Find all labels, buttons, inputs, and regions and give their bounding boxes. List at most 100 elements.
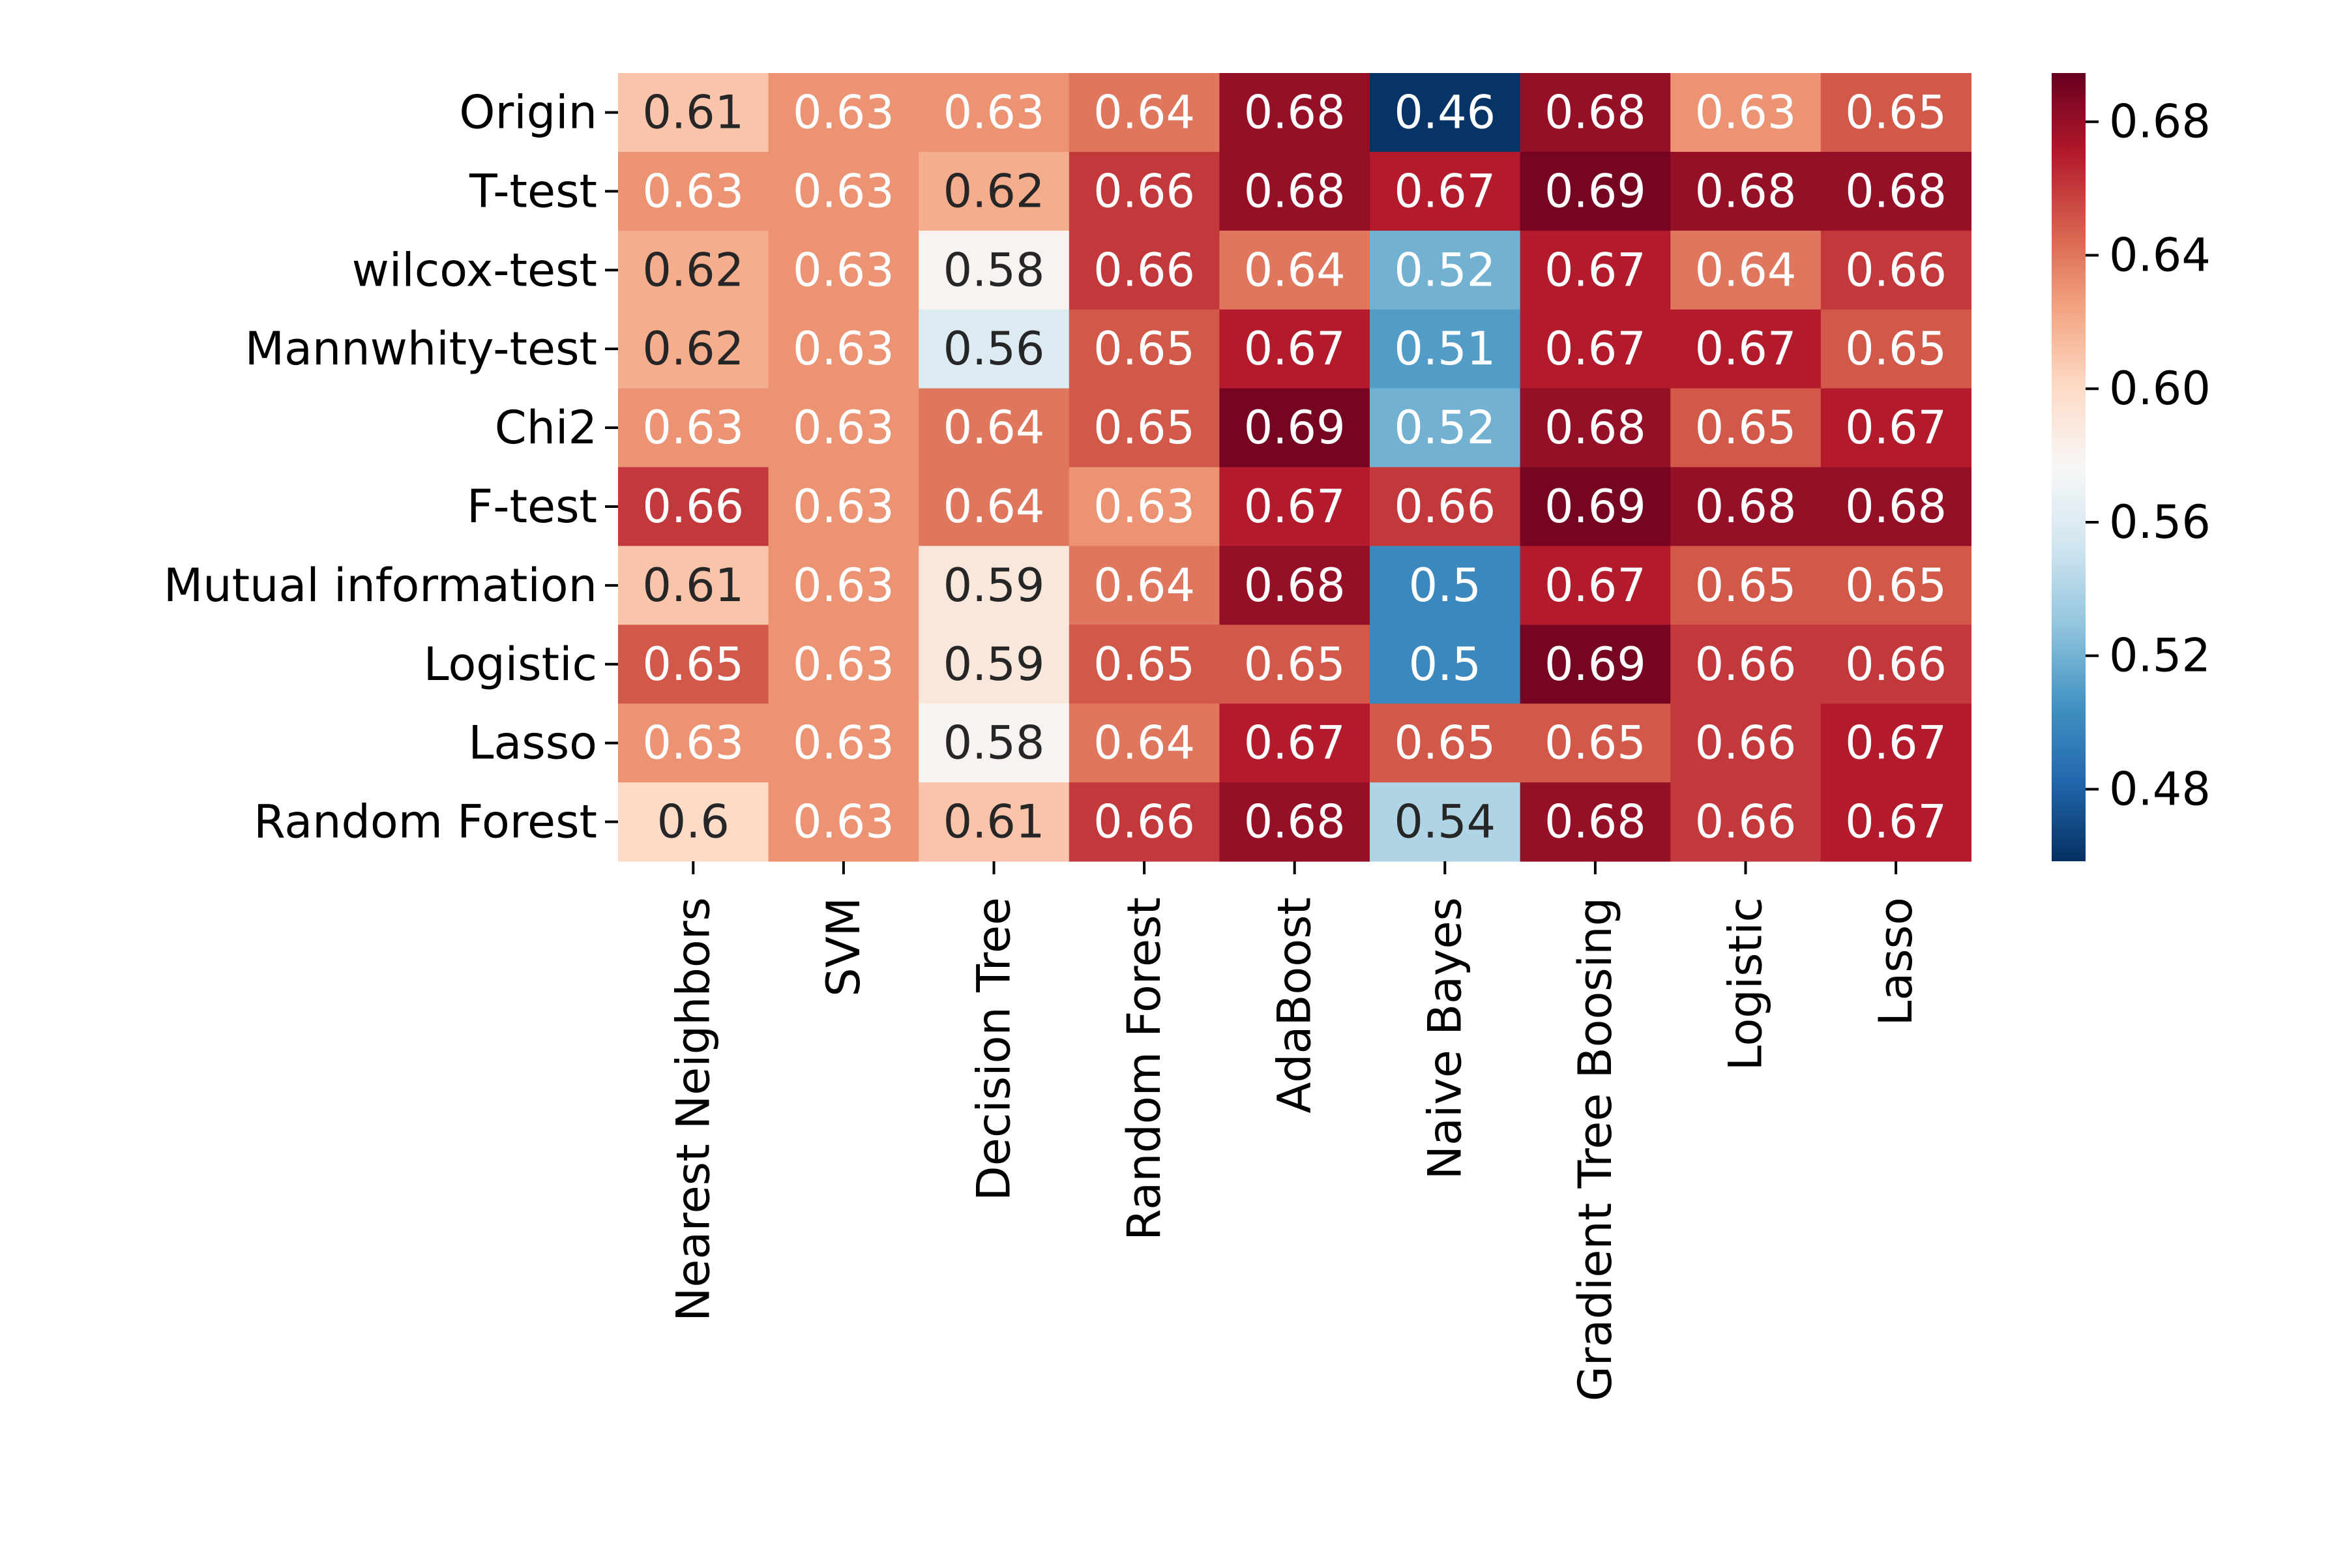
heatmap-cell <box>1520 73 1671 153</box>
cell-value-label: 0.63 <box>1695 85 1797 139</box>
heatmap-cell <box>919 309 1070 389</box>
cell-value-label: 0.52 <box>1394 243 1496 297</box>
heatmap-cell <box>1219 73 1370 153</box>
cell-value-label: 0.65 <box>1093 638 1195 691</box>
cell-value-label: 0.63 <box>793 401 894 454</box>
row-tick-label: Origin <box>459 85 597 139</box>
cell-value-label: 0.67 <box>1845 795 1947 849</box>
cell-value-label: 0.51 <box>1394 322 1496 376</box>
cell-value-label: 0.66 <box>1695 795 1797 849</box>
heatmap-cell <box>1370 782 1521 862</box>
cell-value-label: 0.5 <box>1409 559 1481 612</box>
heatmap-cells <box>618 73 1971 862</box>
heatmap-cell <box>1370 151 1521 231</box>
heatmap-cell <box>1370 309 1521 389</box>
cell-value-label: 0.66 <box>1695 717 1797 770</box>
heatmap-cell <box>1820 703 1971 783</box>
heatmap-cell <box>919 703 1070 783</box>
cell-value-label: 0.59 <box>943 638 1045 691</box>
heatmap-cell <box>768 309 919 389</box>
cell-value-label: 0.64 <box>1093 559 1195 612</box>
cell-value-label: 0.67 <box>1695 322 1797 376</box>
heatmap-cell <box>1820 467 1971 546</box>
heatmap-cell <box>1520 230 1671 310</box>
heatmap-cell <box>1069 467 1220 546</box>
cell-value-label: 0.5 <box>1409 638 1481 691</box>
heatmap-cell <box>1370 467 1521 546</box>
colorbar-tick-label: 0.52 <box>2109 629 2211 683</box>
cell-value-label: 0.63 <box>793 717 894 770</box>
heatmap-cell <box>1069 546 1220 625</box>
cell-value-label: 0.63 <box>793 795 894 849</box>
heatmap-cell <box>618 625 769 704</box>
heatmap-cell <box>618 782 769 862</box>
colorbar-tick-label: 0.68 <box>2109 95 2211 149</box>
column-tick-label: Naive Bayes <box>1418 897 1471 1179</box>
heatmap-cell <box>1370 73 1521 153</box>
cell-value-label: 0.68 <box>1695 480 1797 533</box>
heatmap-cell <box>1069 73 1220 153</box>
cell-value-label: 0.63 <box>793 164 894 218</box>
cell-value-label: 0.64 <box>1093 85 1195 139</box>
heatmap-cell <box>1670 546 1822 625</box>
heatmap-cell <box>1670 625 1822 704</box>
cell-value-label: 0.68 <box>1244 85 1346 139</box>
cell-value-label: 0.61 <box>642 85 744 139</box>
heatmap-cell <box>768 782 919 862</box>
colorbar-tick-label: 0.60 <box>2109 362 2211 415</box>
heatmap-cell <box>1219 546 1370 625</box>
cell-value-label: 0.66 <box>1093 795 1195 849</box>
heatmap-cell <box>618 309 769 389</box>
cell-value-label: 0.63 <box>793 638 894 691</box>
heatmap-cell <box>1670 309 1822 389</box>
cell-value-label: 0.68 <box>1845 480 1947 533</box>
heatmap-cell <box>1219 388 1370 468</box>
cell-value-label: 0.63 <box>943 85 1045 139</box>
column-tick-label: SVM <box>817 897 870 997</box>
cell-value-label: 0.62 <box>943 164 1045 218</box>
cell-value-label: 0.58 <box>943 243 1045 297</box>
cell-value-label: 0.68 <box>1244 559 1346 612</box>
cell-value-label: 0.66 <box>1394 480 1496 533</box>
row-tick-label: Mutual information <box>164 559 597 612</box>
heatmap-cell <box>1069 703 1220 783</box>
heatmap-cell <box>919 467 1070 546</box>
heatmap-cell <box>1520 703 1671 783</box>
cell-value-label: 0.65 <box>1845 559 1947 612</box>
cell-value-label: 0.66 <box>1093 243 1195 297</box>
heatmap-cell <box>1219 467 1370 546</box>
heatmap-cell <box>919 151 1070 231</box>
heatmap-cell <box>618 230 769 310</box>
cell-value-label: 0.67 <box>1244 480 1346 533</box>
row-tick-label: wilcox-test <box>352 243 597 297</box>
cell-value-label: 0.59 <box>943 559 1045 612</box>
cell-value-label: 0.61 <box>943 795 1045 849</box>
cell-value-label: 0.52 <box>1394 401 1496 454</box>
heatmap-cell <box>1820 625 1971 704</box>
heatmap-cell <box>1820 73 1971 153</box>
colorbar-tick-label: 0.64 <box>2109 228 2211 282</box>
cell-value-label: 0.68 <box>1695 164 1797 218</box>
heatmap-cell <box>919 625 1070 704</box>
cell-value-label: 0.65 <box>642 638 744 691</box>
heatmap-cell <box>1219 703 1370 783</box>
heatmap-cell <box>618 388 769 468</box>
cell-value-label: 0.62 <box>642 322 744 376</box>
heatmap-cell <box>1370 703 1521 783</box>
cell-value-label: 0.64 <box>1093 717 1195 770</box>
cell-value-label: 0.66 <box>642 480 744 533</box>
cell-value-label: 0.64 <box>943 480 1045 533</box>
cell-value-label: 0.68 <box>1544 85 1646 139</box>
cell-value-label: 0.67 <box>1394 164 1496 218</box>
cell-value-label: 0.66 <box>1695 638 1797 691</box>
column-tick-label: Nearest Neighbors <box>666 897 720 1322</box>
heatmap-cell <box>618 546 769 625</box>
heatmap-cell <box>1520 388 1671 468</box>
column-tick-label: Random Forest <box>1117 897 1171 1241</box>
heatmap-cell <box>1670 782 1822 862</box>
heatmap-cell <box>1219 151 1370 231</box>
heatmap-cell <box>618 73 769 153</box>
heatmap-cell <box>1069 230 1220 310</box>
cell-value-label: 0.69 <box>1544 164 1646 218</box>
